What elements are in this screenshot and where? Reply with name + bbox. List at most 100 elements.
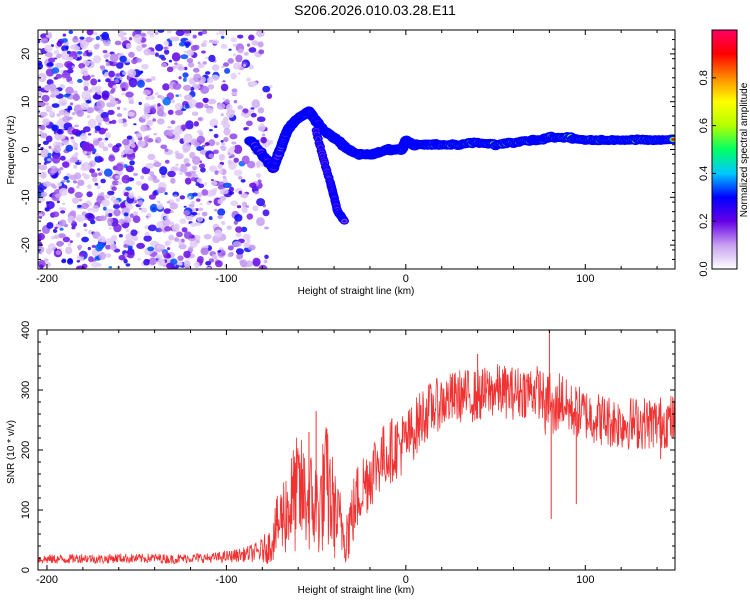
colorbar-tick-label: 0.0	[698, 261, 710, 276]
noise-blob	[44, 262, 52, 268]
noise-blob	[99, 157, 104, 162]
noise-blob	[82, 52, 87, 57]
noise-blob	[67, 242, 72, 247]
noise-blob	[217, 250, 222, 253]
noise-blob	[141, 183, 149, 191]
noise-blob	[72, 180, 78, 184]
noise-blob	[233, 157, 239, 163]
noise-blob	[250, 112, 257, 118]
noise-blob	[98, 251, 106, 260]
noise-blob	[129, 160, 135, 166]
noise-blob	[256, 198, 266, 207]
noise-blob	[130, 229, 138, 237]
noise-blob	[38, 215, 43, 219]
noise-blob	[174, 237, 180, 242]
noise-blob	[230, 72, 237, 80]
noise-blob	[240, 179, 246, 183]
noise-blob	[86, 30, 94, 36]
noise-blob	[166, 30, 172, 34]
noise-blob	[152, 178, 160, 183]
noise-blob	[145, 78, 152, 83]
noise-blob	[208, 216, 213, 221]
noise-blob	[220, 43, 228, 49]
noise-blob	[192, 34, 197, 39]
y-tick-label: 200	[20, 441, 32, 459]
noise-blob	[114, 79, 120, 84]
noise-blob	[90, 74, 95, 78]
noise-blob	[82, 162, 91, 171]
noise-blob	[178, 93, 182, 98]
noise-blob	[185, 45, 189, 49]
noise-blob	[80, 132, 88, 141]
noise-blob	[200, 85, 210, 94]
noise-blob	[49, 165, 59, 174]
noise-blob	[203, 182, 207, 186]
colorbar-bar	[711, 29, 738, 270]
noise-blob	[177, 255, 184, 261]
noise-blob	[91, 244, 97, 249]
noise-blob	[65, 86, 74, 95]
noise-blob	[183, 50, 188, 54]
noise-blob	[167, 125, 172, 129]
noise-blob	[245, 120, 253, 127]
noise-blob	[56, 53, 62, 58]
noise-blob	[58, 219, 67, 227]
noise-blob	[205, 260, 212, 266]
snr-spikes	[308, 330, 662, 519]
noise-blob	[164, 240, 172, 245]
noise-blob	[112, 203, 121, 210]
noise-blob	[169, 202, 179, 210]
noise-blob	[197, 78, 201, 81]
noise-blob	[103, 53, 109, 59]
noise-blob	[85, 36, 93, 43]
noise-blob	[249, 182, 257, 189]
noise-blob	[62, 236, 71, 243]
noise-blob	[142, 89, 151, 96]
noise-blob	[121, 92, 126, 96]
noise-blob	[53, 145, 61, 154]
noise-blob	[141, 114, 151, 120]
noise-blob	[212, 64, 220, 71]
noise-blob	[196, 198, 201, 202]
noise-blob	[199, 63, 203, 66]
noise-blob	[122, 138, 130, 146]
noise-blob	[233, 99, 238, 104]
noise-blob	[264, 254, 269, 260]
noise-blob	[196, 135, 206, 144]
noise-blob	[218, 30, 225, 36]
noise-blob	[262, 209, 270, 217]
noise-blob	[45, 105, 52, 113]
noise-blob	[100, 178, 106, 184]
noise-blob	[44, 102, 49, 106]
noise-blob	[233, 220, 239, 225]
noise-blob	[96, 185, 101, 190]
noise-blob	[51, 124, 59, 131]
noise-blob	[174, 109, 184, 116]
noise-blob	[89, 168, 96, 174]
noise-blob	[119, 55, 127, 63]
noise-blob	[63, 93, 70, 98]
noise-blob	[73, 164, 78, 169]
noise-blob	[260, 123, 265, 128]
noise-blob	[132, 215, 141, 224]
noise-blob	[227, 57, 234, 64]
noise-blob	[44, 44, 53, 53]
noise-blob	[202, 61, 207, 65]
noise-blob	[237, 48, 244, 54]
noise-blob	[112, 180, 120, 186]
noise-blob	[227, 252, 233, 258]
noise-blob	[233, 169, 243, 176]
noise-blob	[130, 143, 136, 149]
noise-blob	[169, 129, 175, 133]
noise-blob	[196, 212, 201, 216]
noise-blob	[93, 94, 102, 100]
snr-plot-area	[38, 330, 675, 570]
noise-blob	[243, 51, 249, 56]
colorbar-label: Normalized spectral amplitude	[739, 82, 750, 217]
noise-blob	[84, 228, 88, 232]
noise-blob	[202, 40, 208, 44]
noise-blob	[113, 209, 121, 217]
noise-blob	[237, 34, 244, 39]
noise-blob	[48, 168, 52, 172]
noise-blob	[137, 79, 145, 88]
